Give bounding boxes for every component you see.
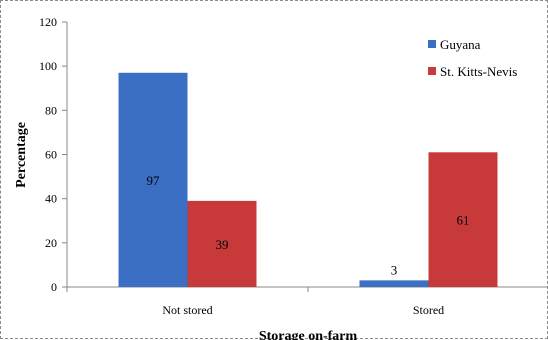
legend-swatch xyxy=(428,40,436,48)
legend-label: Guyana xyxy=(440,37,481,52)
x-axis-title: Storage on-farm xyxy=(259,329,358,340)
bar-st-kitts-nevis xyxy=(187,200,257,287)
data-labels: 97 39 3 61 xyxy=(147,173,470,277)
bars xyxy=(118,72,498,288)
bar-guyana xyxy=(359,280,429,287)
legend-swatch xyxy=(428,67,436,75)
data-label: 61 xyxy=(457,213,470,228)
y-tick-label: 80 xyxy=(45,103,57,117)
y-axis-title: Percentage xyxy=(14,122,29,188)
y-axis: 0 20 40 60 80 100 120 xyxy=(39,15,68,294)
x-tick-label: Stored xyxy=(413,303,444,317)
bar-guyana xyxy=(118,72,188,288)
y-tick-label: 20 xyxy=(45,236,57,250)
data-label: 3 xyxy=(391,262,398,277)
x-tick-label: Not stored xyxy=(162,303,212,317)
y-tick-label: 120 xyxy=(39,15,57,29)
legend: Guyana St. Kitts-Nevis xyxy=(428,37,517,79)
y-tick-label: 0 xyxy=(51,280,57,294)
x-axis: Not stored Stored xyxy=(66,286,548,317)
bar-st-kitts-nevis xyxy=(428,152,498,287)
legend-label: St. Kitts-Nevis xyxy=(440,64,517,79)
y-tick-label: 100 xyxy=(39,59,57,73)
y-tick-label: 40 xyxy=(45,192,57,206)
data-label: 97 xyxy=(147,173,161,188)
y-tick-label: 60 xyxy=(45,148,57,162)
data-label: 39 xyxy=(216,237,229,252)
